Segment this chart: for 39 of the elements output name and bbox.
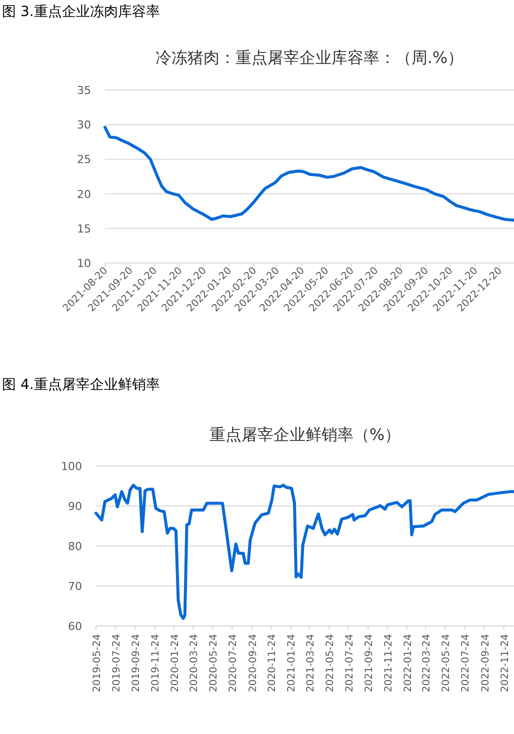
x-tick-label: 2019-11-24	[150, 634, 162, 692]
x-tick-label: 2021-03-24	[305, 634, 316, 692]
x-tick-label: 2021-01-24	[286, 634, 298, 692]
x-tick-label: 2020-07-24	[228, 634, 240, 692]
x-tick-label: 2022-07-24	[460, 634, 472, 692]
x-tick-label: 2022-03-24	[422, 634, 433, 692]
x-tick-label: 2022-09-24	[480, 634, 492, 692]
y-tick-label: 35	[77, 84, 91, 97]
chart-title: 图 4.重点屠宰企业鲜销率	[2, 377, 160, 393]
x-tick-label: 2021-09-24	[364, 634, 376, 692]
x-tick-label: 2020-01-24	[170, 634, 182, 692]
x-tick-label: 2022-01-24	[402, 634, 414, 692]
y-tick-label: 15	[77, 222, 91, 236]
chart-subtitle: 冷冻猪肉：重点屠宰企业库容率：（周.%）	[155, 48, 464, 67]
x-tick-label: 2020-03-24	[189, 634, 200, 692]
x-tick-label: 2021-07-24	[344, 634, 356, 692]
x-tick-label: 2022-05-24	[441, 634, 452, 692]
y-tick-label: 30	[77, 118, 91, 132]
y-tick-label: 90	[68, 500, 82, 513]
y-tick-label: 25	[77, 153, 91, 166]
x-tick-label: 2020-05-24	[208, 634, 220, 692]
y-tick-label: 80	[68, 540, 82, 553]
x-tick-label: 2020-09-24	[248, 634, 259, 692]
x-tick-label: 2020-11-24	[267, 634, 278, 692]
x-tick-label: 2019-07-24	[111, 634, 122, 692]
y-tick-label: 70	[68, 580, 82, 593]
x-tick-label: 2022-11-24	[500, 634, 511, 692]
y-tick-label: 10	[77, 257, 91, 270]
y-tick-label: 60	[68, 620, 82, 633]
line-series	[104, 126, 514, 222]
chart-title: 图 3.重点企业冻肉库容率	[2, 4, 160, 20]
x-tick-label: 2019-09-24	[131, 634, 142, 692]
x-tick-label: 2021-05-24	[324, 634, 336, 692]
line-series	[94, 484, 514, 620]
x-tick-label: 2021-11-24	[384, 634, 395, 692]
y-tick-label: 20	[77, 188, 91, 201]
x-tick-label: 2019-05-24	[92, 634, 103, 692]
chart-subtitle: 重点屠宰企业鲜销率（%）	[209, 425, 401, 444]
y-tick-label: 100	[61, 460, 82, 473]
